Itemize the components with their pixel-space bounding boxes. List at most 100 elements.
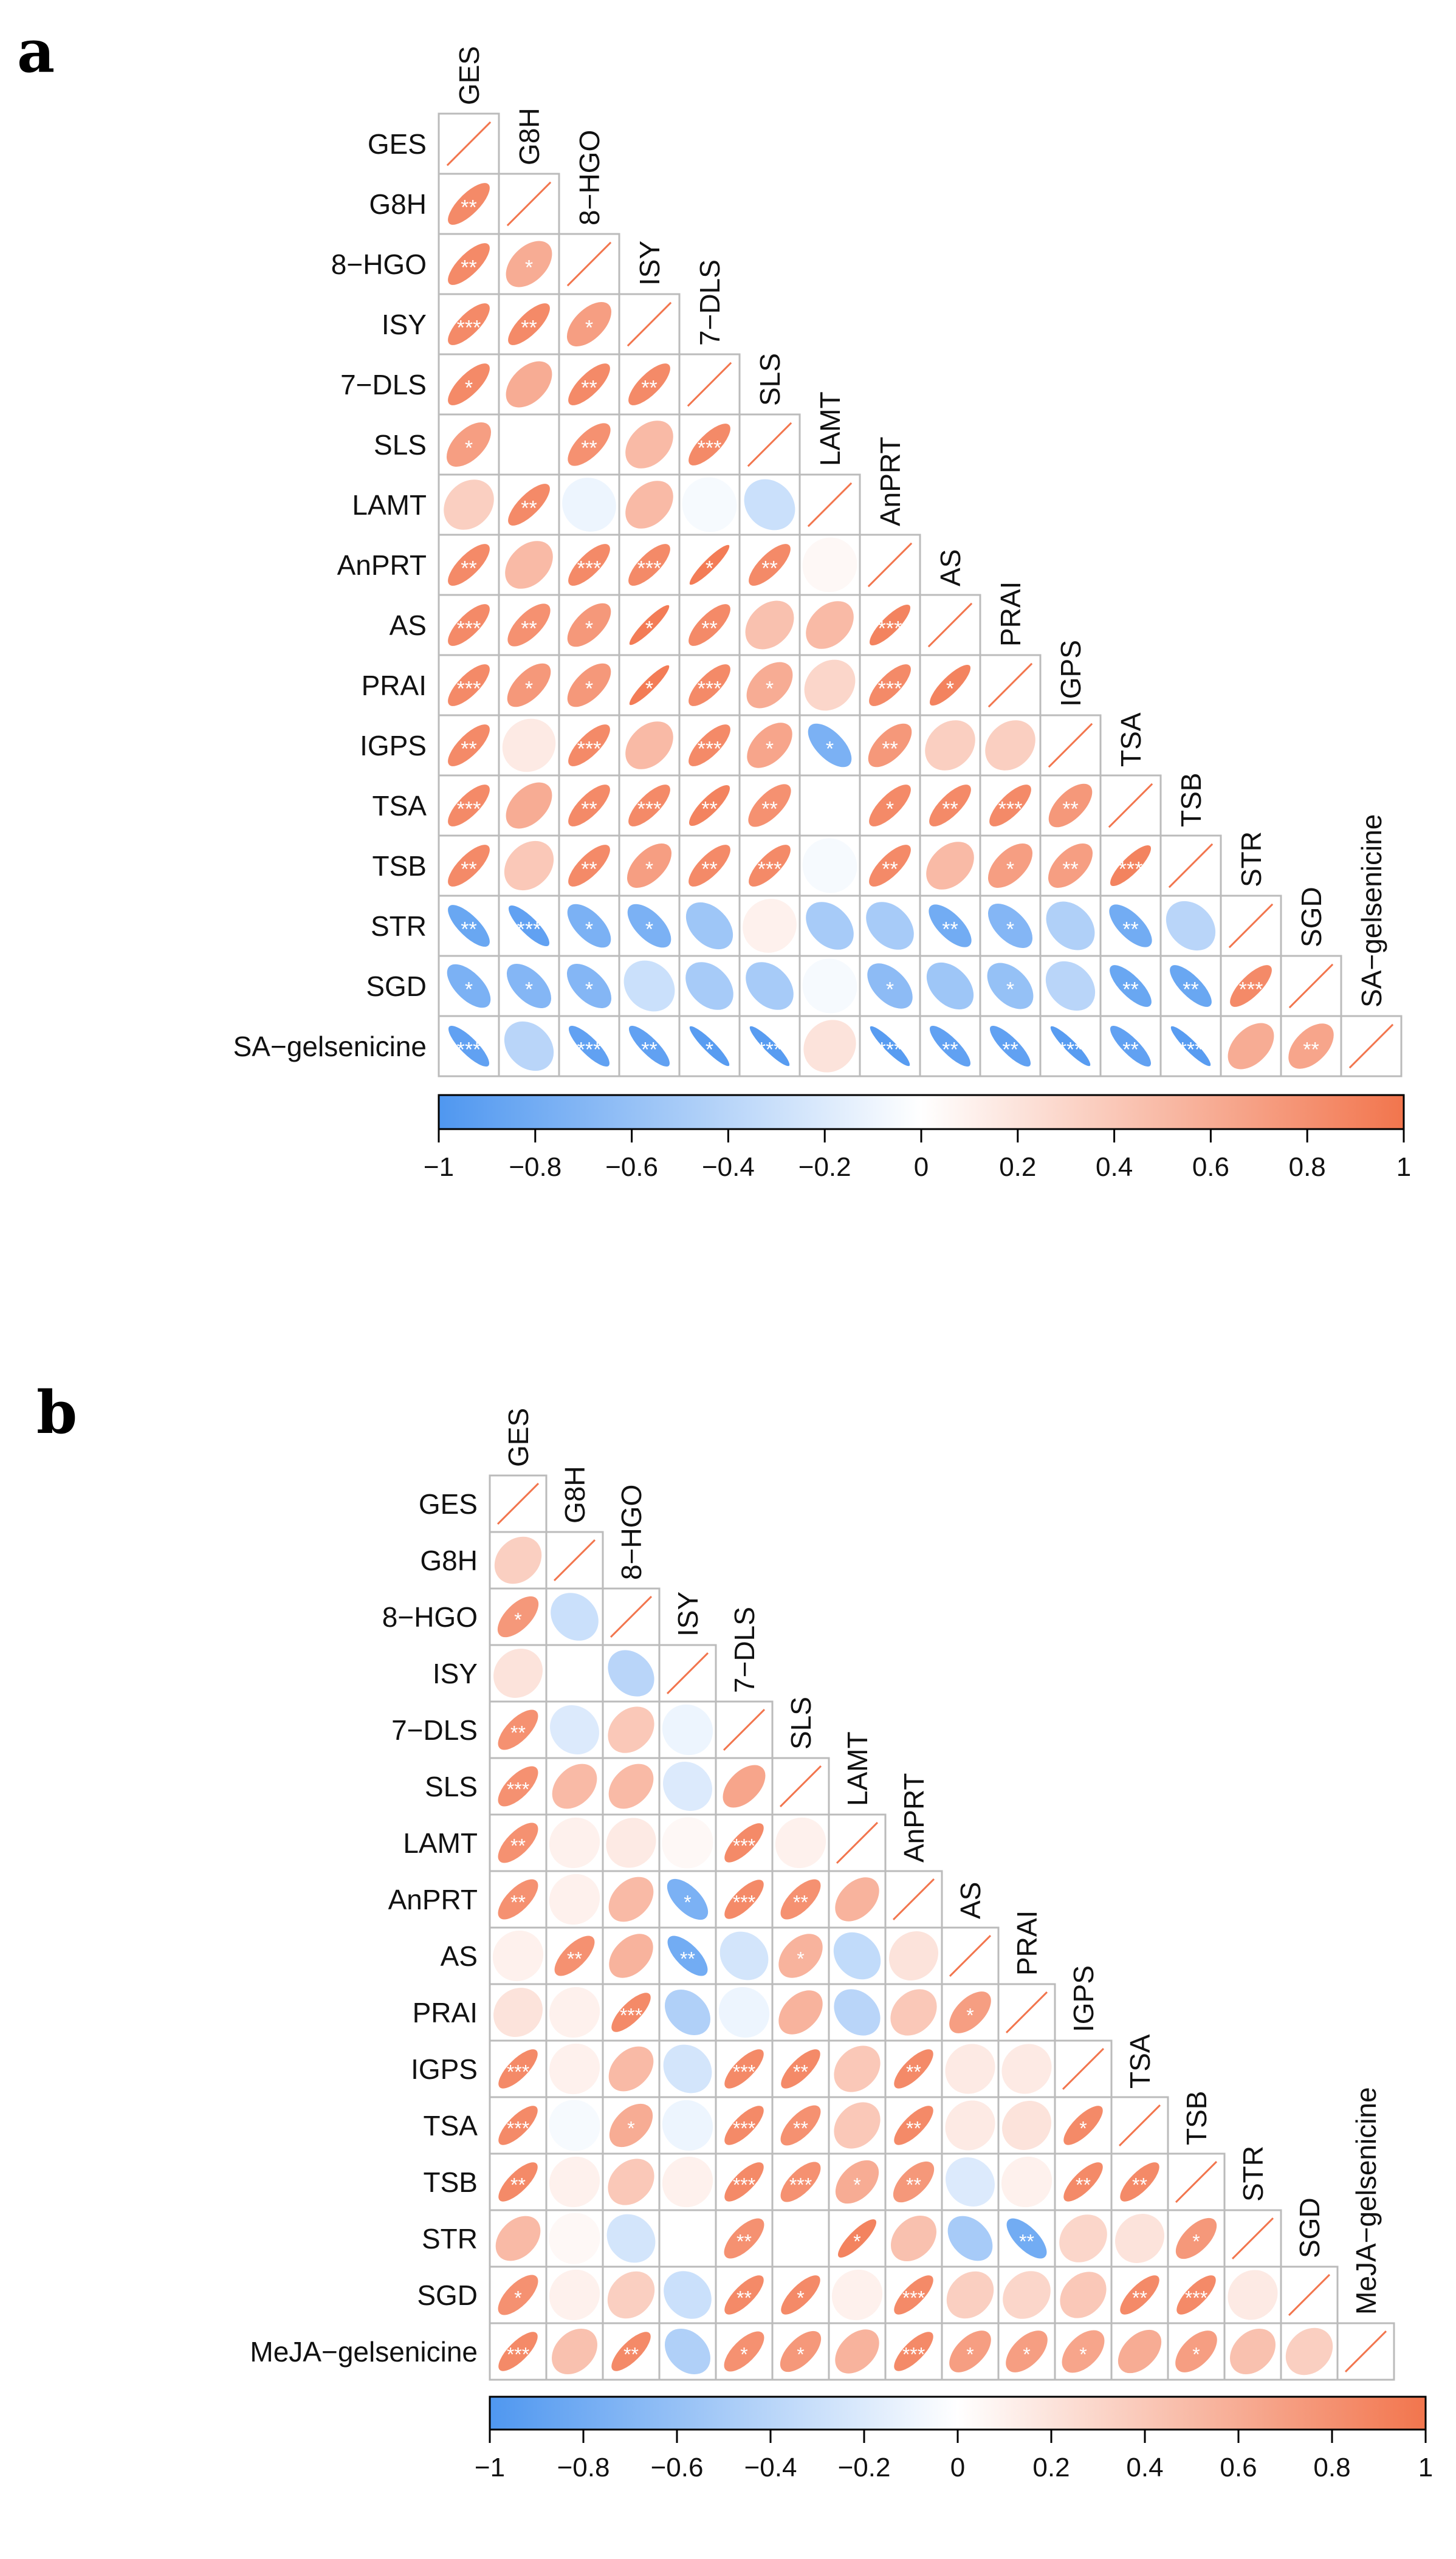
diagonal-mark (687, 362, 732, 407)
colorbar-tick-label: 0 (950, 2453, 965, 2482)
correlation-ellipse (660, 2211, 715, 2266)
correlation-ellipse (681, 476, 738, 534)
correlation-ellipse (494, 2214, 542, 2262)
correlation-ellipse (723, 2104, 765, 2146)
significance-stars: ** (680, 1948, 695, 1970)
significance-stars: * (585, 317, 593, 340)
correlation-ellipse (1169, 964, 1213, 1008)
significance-stars: * (853, 2174, 860, 2196)
correlation-ellipse (745, 661, 794, 710)
correlation-ellipse (867, 722, 913, 769)
correlation-ellipse (748, 1025, 791, 1068)
correlation-ellipse (1114, 2213, 1166, 2264)
correlation-ellipse (723, 2274, 765, 2316)
correlation-ellipse (723, 2048, 765, 2090)
significance-stars: *** (637, 798, 662, 821)
correlation-ellipse (803, 658, 857, 712)
correlation-ellipse (664, 1988, 712, 2036)
correlation-ellipse (924, 719, 977, 772)
correlation-ellipse (747, 543, 792, 587)
row-label-4: 7−DLS (340, 369, 427, 400)
column-label-2: 8−HGO (574, 130, 605, 225)
correlation-ellipse (1108, 1024, 1153, 1068)
correlation-ellipse (491, 1929, 545, 1983)
correlation-ellipse (496, 1878, 540, 1921)
colorbar-tick-label: 1 (1418, 2453, 1433, 2482)
row-label-5: SLS (374, 429, 427, 461)
significance-stars: * (1023, 2344, 1030, 2366)
correlation-ellipse (447, 242, 491, 286)
correlation-ellipse (774, 1816, 828, 1870)
significance-stars: ** (1122, 978, 1138, 1001)
correlation-ellipse (833, 2044, 882, 2094)
diagonal-mark (1344, 2330, 1387, 2373)
row-label-9: PRAI (362, 670, 427, 701)
correlation-ellipse (507, 483, 551, 527)
correlation-ellipse (497, 2104, 539, 2146)
diagonal-mark (747, 422, 792, 467)
correlation-ellipse (687, 843, 732, 888)
significance-stars: *** (1185, 2287, 1207, 2309)
correlation-ellipse (743, 478, 797, 532)
panel-label: b (36, 1378, 77, 1447)
diagonal-mark (723, 1708, 766, 1751)
significance-stars: * (1006, 918, 1014, 941)
significance-stars: ** (1183, 978, 1198, 1001)
diagonal-mark (627, 301, 672, 347)
correlation-ellipse (1108, 964, 1153, 1008)
significance-stars: * (684, 1892, 691, 1914)
correlation-ellipse (504, 781, 554, 830)
correlation-ellipse (687, 603, 732, 647)
correlation-ellipse (567, 843, 611, 888)
column-label-8: AS (935, 549, 966, 586)
correlation-ellipse (744, 961, 795, 1011)
correlation-ellipse (447, 904, 491, 948)
significance-stars: * (514, 1609, 521, 1631)
correlation-ellipse (890, 2214, 938, 2262)
correlation-ellipse (1229, 964, 1273, 1008)
correlation-ellipse (628, 603, 671, 647)
significance-stars: ** (641, 1039, 657, 1062)
significance-stars: *** (517, 918, 541, 941)
diagonal-mark (867, 542, 913, 588)
row-label-11: TSA (373, 790, 427, 822)
diagonal-mark (553, 1539, 596, 1582)
correlation-ellipse (551, 2327, 599, 2375)
correlation-ellipse (893, 2331, 935, 2372)
correlation-ellipse (1174, 2216, 1218, 2261)
correlation-ellipse (504, 239, 554, 289)
significance-stars: ** (1303, 1039, 1319, 1062)
correlation-ellipse (777, 1932, 824, 1979)
column-label-4: 7−DLS (729, 1607, 760, 1693)
significance-stars: * (766, 678, 774, 701)
correlation-ellipse (687, 663, 732, 707)
correlation-ellipse (1058, 2213, 1108, 2264)
row-label-7: AnPRT (337, 549, 427, 581)
diagonal-mark (1175, 2160, 1218, 2203)
correlation-ellipse (802, 1018, 857, 1074)
significance-stars: * (797, 1948, 804, 1970)
significance-stars: * (645, 617, 653, 641)
significance-stars: *** (902, 2287, 925, 2309)
significance-stars: * (525, 978, 533, 1001)
correlation-ellipse (503, 839, 555, 892)
row-label-11: TSA (424, 2110, 478, 2142)
correlation-ellipse (687, 783, 732, 828)
correlation-ellipse (608, 1932, 654, 1979)
row-label-2: 8−HGO (382, 1601, 478, 1633)
correlation-ellipse (497, 2048, 539, 2090)
significance-stars: ** (906, 2174, 921, 2196)
colorbar-tick-label: 0.4 (1126, 2453, 1163, 2482)
correlation-ellipse (566, 422, 612, 467)
correlation-ellipse (661, 1703, 715, 1757)
colorbar-tick-label: −0.2 (798, 1152, 851, 1182)
correlation-ellipse (1044, 960, 1097, 1012)
column-label-12: TSB (1175, 773, 1207, 827)
significance-stars: * (853, 2231, 860, 2253)
diagonal-mark (949, 1934, 992, 1977)
column-label-0: GES (503, 1408, 534, 1467)
correlation-ellipse (548, 1816, 602, 1870)
diagonal-mark (666, 1652, 709, 1695)
diagonal-mark (807, 482, 853, 527)
column-label-10: IGPS (1068, 1965, 1099, 2032)
